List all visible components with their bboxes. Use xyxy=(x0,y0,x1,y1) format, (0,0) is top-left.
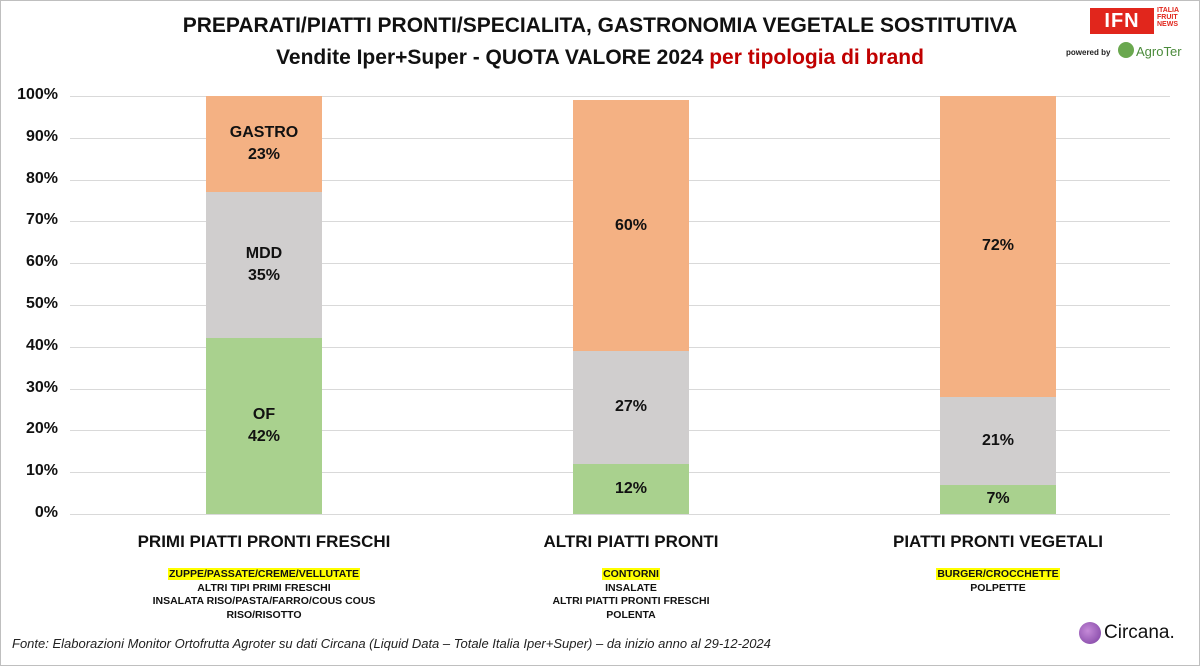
y-tick-label: 80% xyxy=(25,170,58,187)
ifn-logo-subtext: ITALIA FRUIT NEWS xyxy=(1157,7,1179,28)
data-label: 72% xyxy=(918,235,1078,257)
subcategory-item: ALTRI TIPI PRIMI FRESCHI xyxy=(197,581,331,594)
data-label: 27% xyxy=(551,396,711,418)
agroter-logo: AgroTer xyxy=(1136,44,1182,59)
subcategory-list: ZUPPE/PASSATE/CREME/VELLUTATE ALTRI TIPI … xyxy=(84,568,444,622)
ifn-sub-2: FRUIT xyxy=(1157,14,1178,21)
data-label: MDD 35% xyxy=(184,243,344,287)
ifn-logo: IFN ITALIA FRUIT NEWS xyxy=(1090,6,1190,36)
subtitle-accent: per tipologia di brand xyxy=(709,46,924,69)
bar-segment-mdd xyxy=(573,350,689,464)
data-label: 21% xyxy=(918,430,1078,452)
data-label-line: OF xyxy=(252,406,276,424)
source-note: Fonte: Elaborazioni Monitor Ortofrutta A… xyxy=(12,636,771,651)
y-tick-label: 60% xyxy=(25,253,58,270)
data-label-line: 72% xyxy=(981,237,1015,255)
highlighted-subcategory: CONTORNI xyxy=(602,568,660,580)
y-tick-label: 40% xyxy=(25,337,58,354)
ifn-sub-1: ITALIA xyxy=(1157,7,1180,14)
data-label-line: GASTRO xyxy=(229,124,299,142)
subcategory-item: RISO/RISOTTO xyxy=(226,608,302,621)
subcategory-item: POLENTA xyxy=(606,608,656,621)
data-label: OF 42% xyxy=(184,404,344,448)
data-label: 12% xyxy=(551,478,711,500)
gridline xyxy=(70,96,1170,97)
agroter-leaf-icon xyxy=(1118,42,1134,58)
data-label-line: 27% xyxy=(614,398,648,416)
bar-segment-gastro xyxy=(206,96,322,193)
y-tick-label: 50% xyxy=(25,295,58,312)
data-label: 60% xyxy=(551,215,711,237)
subcategory-list: BURGER/CROCCHETTE POLPETTE xyxy=(818,568,1178,595)
circana-wordmark: Circana. xyxy=(1104,622,1175,643)
y-tick-label: 0% xyxy=(34,504,58,521)
data-label: GASTRO 23% xyxy=(184,122,344,166)
ifn-sub-3: NEWS xyxy=(1157,21,1178,28)
bar-segment-gastro xyxy=(573,100,689,351)
circana-logo: Circana. xyxy=(1079,620,1194,650)
data-label-line: MDD xyxy=(245,245,283,263)
y-tick-label: 90% xyxy=(25,128,58,145)
data-label-line: 7% xyxy=(986,490,1010,508)
subcategory-item: INSALATE xyxy=(605,581,657,594)
subcategory-list: CONTORNI INSALATE ALTRI PIATTI PRONTI FRES… xyxy=(451,568,811,622)
data-label-line: 60% xyxy=(614,216,648,234)
data-label-line: 12% xyxy=(614,479,648,497)
subcategory-item: ALTRI PIATTI PRONTI FRESCHI xyxy=(552,595,710,607)
subtitle-main: Vendite Iper+Super - QUOTA VALORE 2024 xyxy=(276,46,704,69)
bar-segment-of xyxy=(206,338,322,514)
circana-icon xyxy=(1079,622,1101,644)
chart-title: PREPARATI/PIATTI PRONTI/SPECIALITA, GAST… xyxy=(182,14,1018,37)
bar-segment-of xyxy=(940,484,1056,514)
y-tick-label: 30% xyxy=(25,379,58,396)
subcategory-item: BURGER/CROCCHETTE xyxy=(818,568,1178,582)
data-label-line: 21% xyxy=(981,431,1015,449)
data-label-line: 42% xyxy=(247,428,281,446)
y-tick-label: 20% xyxy=(25,420,58,437)
data-label: 7% xyxy=(918,488,1078,510)
subcategory-item: POLPETTE xyxy=(970,581,1026,594)
highlighted-subcategory: BURGER/CROCCHETTE xyxy=(936,568,1060,580)
bar-segment-mdd xyxy=(940,396,1056,485)
highlighted-subcategory: ZUPPE/PASSATE/CREME/VELLUTATE xyxy=(168,568,360,580)
x-category-label: PRIMI PIATTI PRONTI FRESCHI xyxy=(137,532,391,551)
subcategory-item: ZUPPE/PASSATE/CREME/VELLUTATE xyxy=(84,568,444,582)
gridline xyxy=(70,514,1170,515)
ifn-logo-mark: IFN xyxy=(1090,8,1154,34)
powered-by-label: powered by xyxy=(1066,48,1111,57)
x-category-label: ALTRI PIATTI PRONTI xyxy=(543,532,719,551)
bar-segment-mdd xyxy=(206,192,322,339)
bar-segment-gastro xyxy=(940,96,1056,397)
chart-subtitle: Vendite Iper+Super - QUOTA VALORE 2024 p… xyxy=(100,46,1100,70)
data-label-line: 23% xyxy=(247,146,281,164)
y-tick-label: 100% xyxy=(17,86,58,103)
y-tick-label: 70% xyxy=(25,211,58,228)
data-label-line: 35% xyxy=(247,267,281,285)
x-category-label: PIATTI PRONTI VEGETALI xyxy=(893,532,1103,551)
y-tick-label: 10% xyxy=(25,462,58,479)
bar-segment-of xyxy=(573,463,689,514)
subcategory-item: CONTORNI xyxy=(451,568,811,582)
subcategory-item: INSALATA RISO/PASTA/FARRO/COUS COUS xyxy=(152,595,376,607)
